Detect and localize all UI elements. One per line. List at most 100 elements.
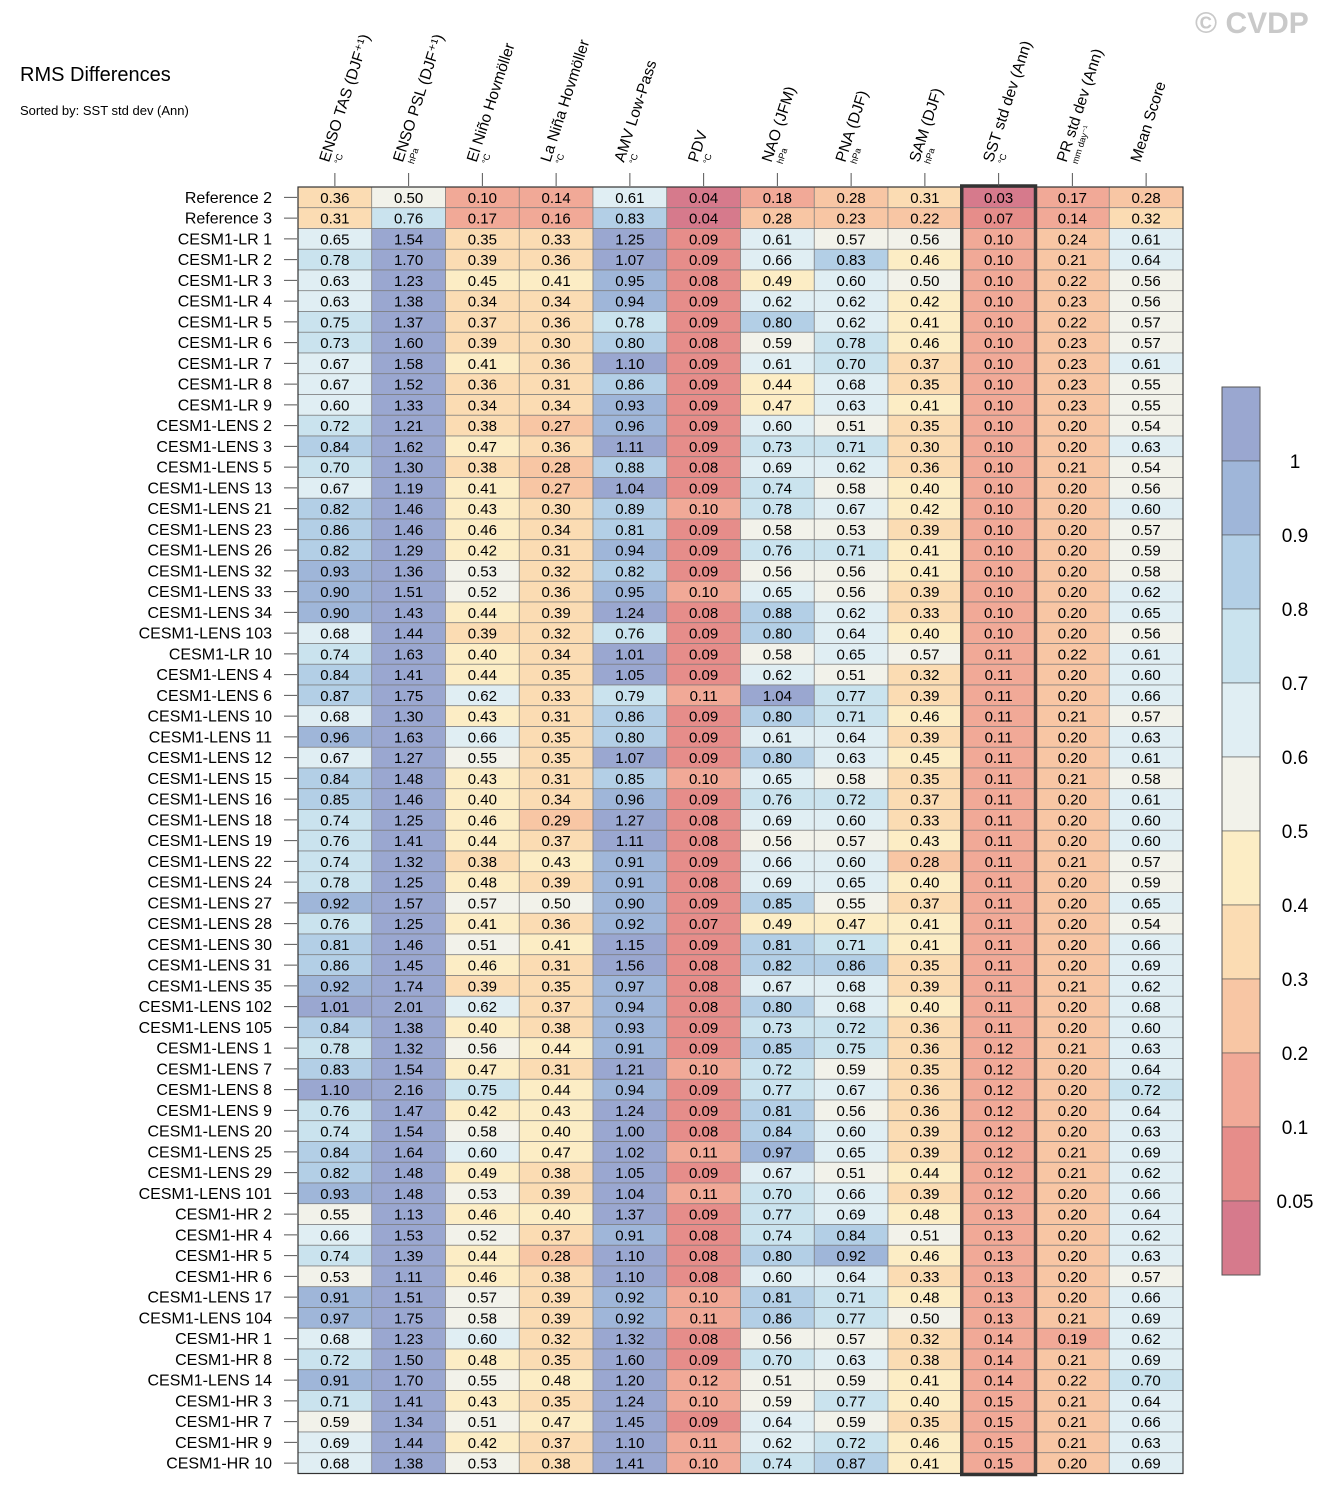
cell-value: 0.08 — [689, 833, 718, 850]
cell-value: 0.97 — [320, 1310, 349, 1327]
cell-value: 0.36 — [910, 460, 939, 477]
cell-value: 0.91 — [615, 875, 644, 892]
cell-value: 0.62 — [468, 999, 497, 1016]
cell-value: 0.44 — [542, 1041, 571, 1058]
cell-value: 0.21 — [1058, 252, 1087, 269]
cell-value: 0.46 — [910, 1248, 939, 1265]
cell-value: 0.34 — [468, 294, 497, 311]
cell-value: 0.21 — [1058, 1435, 1087, 1452]
cell-value: 0.20 — [1058, 626, 1087, 643]
cell-value: 0.20 — [1058, 812, 1087, 829]
cell-value: 1.25 — [394, 875, 423, 892]
cell-value: 1.20 — [615, 1373, 644, 1390]
cell-value: 1.46 — [394, 937, 423, 954]
cell-value: 0.09 — [689, 709, 718, 726]
row-label: CESM1-LENS 5 — [156, 460, 272, 477]
cell-value: 0.09 — [689, 522, 718, 539]
cell-value: 0.41 — [468, 480, 497, 497]
cell-value: 0.12 — [984, 1124, 1013, 1141]
cell-value: 0.56 — [1132, 480, 1161, 497]
cell-value: 1.58 — [394, 356, 423, 373]
cell-value: 0.38 — [542, 1165, 571, 1182]
cell-value: 0.10 — [984, 377, 1013, 394]
cell-value: 1.34 — [394, 1414, 423, 1431]
cell-value: 1.46 — [394, 792, 423, 809]
cell-value: 0.39 — [910, 729, 939, 746]
cell-value: 0.71 — [837, 543, 866, 560]
cell-value: 0.61 — [1132, 750, 1161, 767]
cell-value: 0.65 — [837, 1144, 866, 1161]
cell-value: 1.27 — [394, 750, 423, 767]
cell-value: 0.63 — [837, 750, 866, 767]
cell-value: 1.39 — [394, 1248, 423, 1265]
cell-value: 1.74 — [394, 978, 423, 995]
row-label: CESM1-LENS 4 — [156, 667, 272, 684]
cell-value: 0.09 — [689, 1020, 718, 1037]
column-label: AMV Low-Pass — [612, 58, 661, 164]
cell-value: 0.97 — [615, 978, 644, 995]
cell-value: 0.22 — [1058, 1373, 1087, 1390]
cell-value: 0.61 — [763, 231, 792, 248]
cell-value: 0.35 — [542, 729, 571, 746]
watermark: © CVDP — [1195, 7, 1309, 40]
column-unit: hPa — [922, 147, 936, 165]
cell-value: 0.64 — [1132, 1393, 1161, 1410]
cell-value: 0.65 — [320, 231, 349, 248]
cell-value: 1.07 — [615, 750, 644, 767]
cell-value: 0.12 — [984, 1103, 1013, 1120]
cell-value: 0.63 — [1132, 1435, 1161, 1452]
row-label: CESM1-LR 10 — [169, 646, 272, 663]
cell-value: 0.20 — [1058, 729, 1087, 746]
cell-value: 1.25 — [615, 231, 644, 248]
cell-value: 0.84 — [837, 1227, 866, 1244]
row-label: CESM1-HR 9 — [175, 1435, 272, 1452]
cell-value: 0.20 — [1058, 1082, 1087, 1099]
cell-value: 0.20 — [1058, 1207, 1087, 1224]
cell-value: 0.83 — [837, 252, 866, 269]
cell-value: 0.53 — [468, 1456, 497, 1473]
cell-value: 0.65 — [1132, 605, 1161, 622]
cell-value: 1.48 — [394, 1186, 423, 1203]
cell-value: 0.20 — [1058, 916, 1087, 933]
cell-value: 1.47 — [394, 1103, 423, 1120]
cell-value: 0.82 — [763, 958, 792, 975]
cell-value: 0.39 — [910, 522, 939, 539]
cell-value: 0.09 — [689, 543, 718, 560]
cell-value: 0.94 — [615, 1082, 644, 1099]
cell-value: 0.90 — [320, 605, 349, 622]
cell-value: 0.80 — [763, 1248, 792, 1265]
cell-value: 0.40 — [910, 1393, 939, 1410]
row-label: CESM1-LENS 34 — [148, 605, 273, 622]
cell-value: 0.76 — [763, 543, 792, 560]
cell-value: 0.96 — [320, 729, 349, 746]
cell-value: 0.73 — [763, 439, 792, 456]
cell-value: 1.44 — [394, 626, 423, 643]
cell-value: 0.64 — [837, 1269, 866, 1286]
cell-value: 0.33 — [910, 812, 939, 829]
cell-value: 0.68 — [320, 709, 349, 726]
cell-value: 0.53 — [837, 522, 866, 539]
cell-value: 0.75 — [837, 1041, 866, 1058]
cell-value: 0.11 — [985, 729, 1013, 746]
cell-value: 1.24 — [615, 1103, 644, 1120]
cell-value: 0.13 — [984, 1248, 1013, 1265]
cell-value: 0.92 — [320, 895, 349, 912]
cell-value: 0.14 — [984, 1331, 1013, 1348]
cell-value: 0.84 — [320, 667, 349, 684]
cell-value: 0.14 — [984, 1373, 1013, 1390]
cell-value: 0.31 — [542, 1061, 571, 1078]
cell-value: 0.31 — [542, 771, 571, 788]
cell-value: 1.43 — [394, 605, 423, 622]
cell-value: 0.03 — [984, 190, 1013, 207]
cell-value: 0.63 — [837, 397, 866, 414]
cell-value: 0.57 — [468, 1290, 497, 1307]
cell-value: 0.12 — [984, 1165, 1013, 1182]
cell-value: 0.08 — [689, 460, 718, 477]
cell-value: 1.70 — [394, 252, 423, 269]
colorbar: 0.05 0.1 0.2 0.3 0.4 0.5 0.6 0.7 0.8 0.9 1 — [1221, 386, 1313, 1276]
cell-value: 0.58 — [1132, 563, 1161, 580]
cell-value: 0.59 — [837, 1373, 866, 1390]
cell-value: 0.36 — [320, 190, 349, 207]
column-label: El Niño Hovmöller — [464, 41, 519, 164]
cell-value: 0.56 — [837, 584, 866, 601]
